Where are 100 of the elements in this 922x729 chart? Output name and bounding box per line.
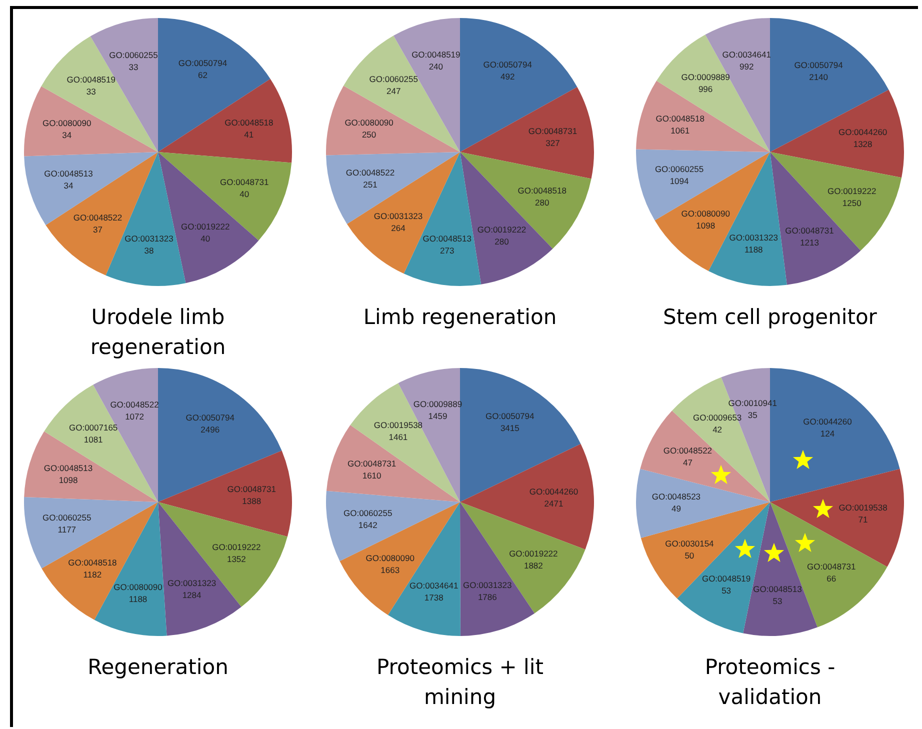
slice-label: GO:0007165 [68,422,118,432]
slice-label: GO:0031323 [463,580,512,590]
slice-label: GO:0030154 [665,538,714,548]
data-label: 1284 [182,590,202,600]
data-label: 1738 [424,592,444,602]
slice-label: GO:0060255 [42,512,92,523]
slice-label: GO:0048513 [753,584,802,594]
data-label: 3415 [500,422,520,433]
data-label: 264 [391,222,406,233]
data-label: 327 [546,138,560,148]
text: Stem cell progenitor [662,304,878,331]
data-label: 273 [440,245,455,256]
slice-label: GO:0050794 [486,410,534,421]
data-label: 53 [772,596,782,606]
slice-label: GO:0060255 [343,508,392,518]
text: Proteomics - validation [704,654,836,711]
data-label: 280 [535,198,550,208]
data-label: 124 [820,428,835,438]
data-label: 37 [93,224,103,234]
data-label: 42 [712,424,722,435]
data-label: 49 [671,503,682,514]
text: Regeneration [86,654,230,681]
slice-label: GO:0044260 [803,416,852,426]
slice-label: GO:0031323 [729,232,778,243]
slice-label: GO:0019222 [828,186,876,196]
slice-label: GO:0080090 [42,118,92,128]
data-label: 1098 [58,474,78,485]
data-label: 2496 [200,424,220,434]
data-label: 1328 [853,138,873,149]
data-label: 62 [198,70,208,80]
data-label: 34 [62,130,72,140]
text: Urodele limb regeneration [89,304,227,361]
data-label: 34 [64,180,74,190]
data-label: 66 [826,573,836,584]
slice-label: GO:0080090 [114,582,163,592]
slice-label: GO:0048731 [347,458,396,468]
data-label: 280 [494,236,510,246]
slice-label: GO:0048522 [73,212,122,222]
slice-label: GO:0019222 [477,224,526,234]
slice-label: GO:0080090 [681,208,730,219]
slice-label: GO:0060255 [109,50,158,60]
slice-label: GO:0048519 [66,74,116,85]
slice-label: GO:0048522 [346,168,395,178]
slice-label: GO:0044260 [838,126,888,137]
slice-label: GO:0019222 [509,548,558,559]
data-label: 33 [128,62,138,72]
data-label: 240 [428,62,444,72]
slice-label: GO:0048513 [44,168,94,178]
slice-label: GO:0048518 [224,117,274,128]
slice-label: GO:0048518 [518,186,567,196]
data-label: 1459 [428,411,448,422]
data-label: 1786 [478,592,498,602]
slice-label: GO:0048518 [68,557,118,568]
data-label: 1882 [524,560,544,571]
slice-label: GO:0019538 [838,502,888,512]
slice-label: GO:0048513 [44,462,93,473]
data-label: 1250 [842,198,862,208]
data-label: 1188 [744,244,764,255]
slice-label: GO:0048731 [220,176,269,187]
slice-label: GO:0019222 [212,542,262,552]
data-label: 38 [144,246,154,256]
slice-label: GO:0048518 [656,113,705,124]
slice-label: GO:0031323 [124,234,174,244]
data-label: 251 [363,180,378,190]
data-label: 47 [682,457,693,468]
slice-label: GO:0048731 [785,225,834,236]
text: Limb regeneration [362,304,558,331]
slice-label: GO:0034641 [410,580,458,590]
slice-label: GO:0009889 [681,72,730,82]
data-label: 71 [858,514,868,524]
data-label: 1081 [84,434,104,444]
data-label: 1388 [242,496,262,506]
data-label: 1352 [226,554,246,564]
slice-label: GO:0048513 [422,233,472,244]
slice-label: GO:0048731 [528,126,578,136]
data-label: 41 [244,129,254,140]
data-label: 492 [500,72,515,82]
data-label: 992 [740,62,754,72]
slice-label: GO:0048519 [412,50,461,60]
slice-label: GO:0048731 [227,484,276,494]
data-label: 1094 [670,176,690,186]
slice-label: GO:0050794 [186,412,235,422]
slice-label: GO:0031323 [167,578,216,588]
slice-label: GO:0044260 [529,486,578,496]
data-label: 1461 [388,432,408,442]
data-label: 1072 [125,412,144,422]
slice-label: GO:0060255 [369,74,418,84]
data-label: 1610 [362,470,382,480]
data-label: 2140 [809,72,828,82]
data-label: 33 [86,86,96,97]
slice-label: GO:0009653 [692,412,742,423]
data-label: 40 [240,188,250,199]
slice-label: GO:0050794 [178,58,228,68]
slice-label: GO:0048519 [702,573,751,584]
data-label: 1177 [58,524,76,535]
data-label: 1663 [380,564,400,575]
slice-label: GO:0080090 [366,552,415,563]
slice-label: GO:0060255 [654,164,704,174]
data-label: 1098 [696,220,716,231]
slice-label: GO:0048522 [663,445,712,456]
